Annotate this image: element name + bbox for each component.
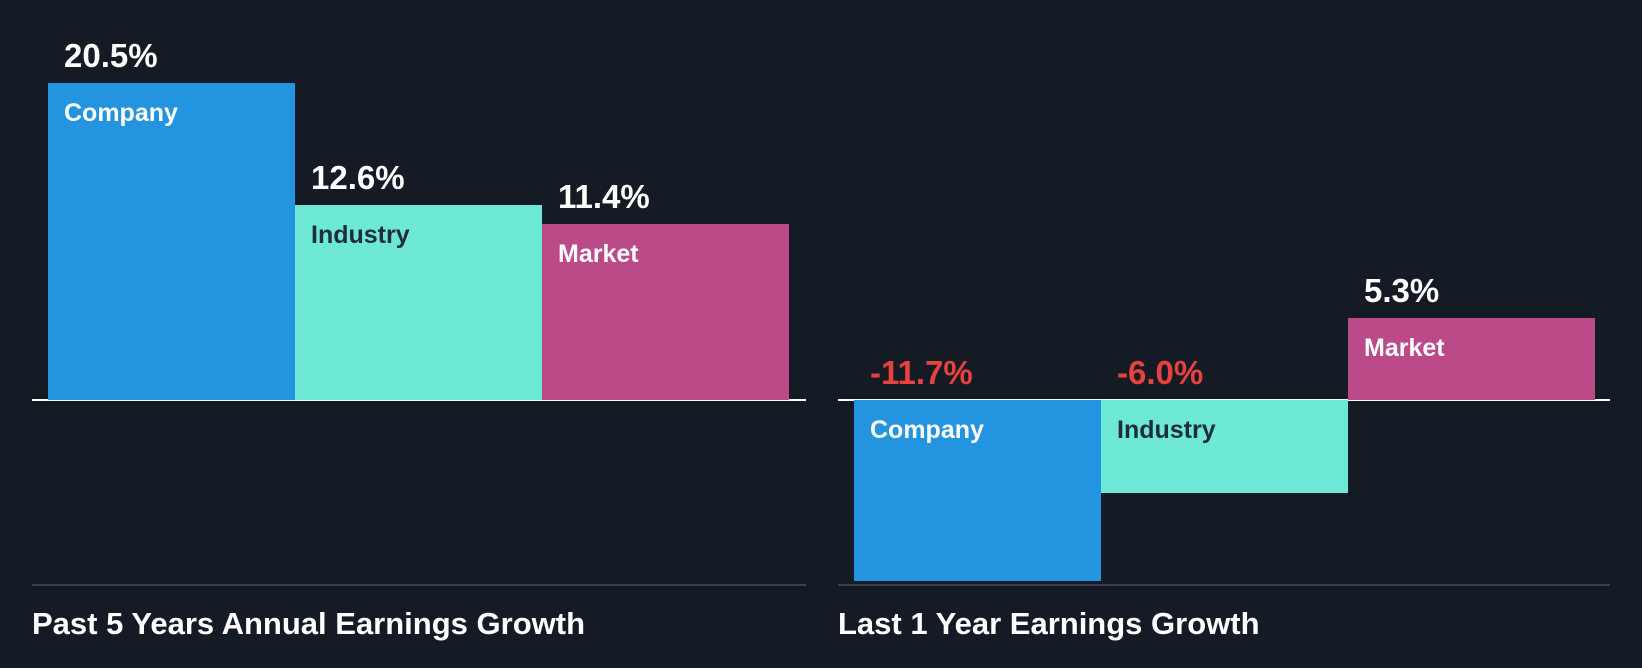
bar-label-market: Market <box>1364 334 1445 363</box>
bar-market <box>1348 318 1595 400</box>
bar-label-industry: Industry <box>1117 416 1216 444</box>
bar-industry <box>1101 400 1348 493</box>
bar-industry <box>295 205 542 400</box>
value-label-market: 5.3% <box>1364 272 1440 310</box>
bar-label-industry: Industry <box>311 221 410 250</box>
bar-label-company: Company <box>64 99 178 128</box>
panel-divider-line <box>838 584 1610 586</box>
value-label-company: -11.7% <box>870 354 973 391</box>
panel-divider-line <box>32 584 806 586</box>
value-label-company: 20.5% <box>64 37 158 75</box>
panel-title: Past 5 Years Annual Earnings Growth <box>32 606 586 641</box>
bar-company <box>48 83 295 400</box>
zero-baseline <box>32 399 806 401</box>
value-label-market: 11.4% <box>558 177 650 215</box>
bar-label-market: Market <box>558 239 639 268</box>
past-5-years-panel: Past 5 Years Annual Earnings Growth Comp… <box>32 0 806 668</box>
bar-company <box>854 400 1101 581</box>
bar-market <box>542 223 789 400</box>
value-label-industry: 12.6% <box>311 159 405 197</box>
bar-label-company: Company <box>870 416 984 444</box>
last-1-year-panel: Last 1 Year Earnings Growth Company -11.7… <box>838 0 1610 668</box>
panel-title: Last 1 Year Earnings Growth <box>838 606 1260 641</box>
value-label-industry: -6.0% <box>1117 354 1204 391</box>
